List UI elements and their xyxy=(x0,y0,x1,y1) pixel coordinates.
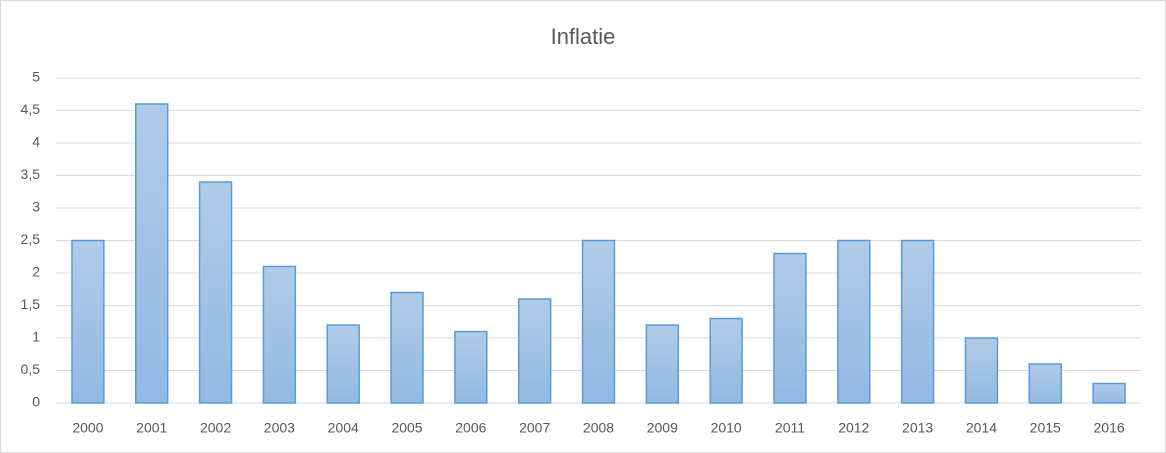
bar xyxy=(581,239,616,404)
bar xyxy=(517,298,552,404)
y-tick-label: 4 xyxy=(32,134,40,150)
bar xyxy=(900,239,935,404)
x-tick-label: 2016 xyxy=(1094,420,1125,436)
y-tick-label: 5 xyxy=(32,69,40,85)
bar xyxy=(964,337,999,404)
y-tick-label: 1,5 xyxy=(21,296,41,312)
bar xyxy=(390,291,424,404)
y-tick-label: 2 xyxy=(32,264,40,280)
x-tick-label: 2004 xyxy=(328,420,359,436)
bar xyxy=(326,324,360,404)
x-tick-label: 2002 xyxy=(200,420,231,436)
x-tick-label: 2003 xyxy=(264,420,295,436)
x-tick-label: 2013 xyxy=(902,420,933,436)
y-tick-label: 1 xyxy=(32,329,40,345)
x-tick-label: 2008 xyxy=(583,420,614,436)
x-tick-label: 2011 xyxy=(775,420,805,436)
x-tick-label: 2005 xyxy=(391,420,422,436)
bar xyxy=(135,103,169,404)
x-tick-label: 2010 xyxy=(711,420,742,436)
bar xyxy=(709,317,743,404)
bar xyxy=(71,239,105,404)
bar xyxy=(1092,382,1126,404)
y-tick-label: 3,5 xyxy=(21,166,41,182)
x-tick-label: 2000 xyxy=(72,420,103,436)
y-tick-label: 2,5 xyxy=(21,231,41,247)
bar xyxy=(773,252,807,404)
x-tick-label: 2009 xyxy=(647,420,678,436)
y-tick-label: 3 xyxy=(32,199,40,215)
bar xyxy=(454,330,488,404)
x-tick-label: 2015 xyxy=(1030,420,1061,436)
bar xyxy=(1028,363,1062,404)
x-tick-label: 2006 xyxy=(455,420,486,436)
bar xyxy=(262,265,297,404)
x-tick-label: 2014 xyxy=(966,420,997,436)
x-tick-label: 2001 xyxy=(136,420,167,436)
x-tick-label: 2007 xyxy=(519,420,550,436)
bar xyxy=(198,181,233,404)
bar xyxy=(645,324,680,404)
y-tick-label: 4,5 xyxy=(21,101,41,117)
x-tick-label: 2012 xyxy=(838,420,869,436)
y-tick-label: 0,5 xyxy=(21,361,41,377)
y-tick-label: 0 xyxy=(32,394,40,410)
chart-title: Inflatie xyxy=(551,24,616,49)
bar xyxy=(837,239,871,404)
